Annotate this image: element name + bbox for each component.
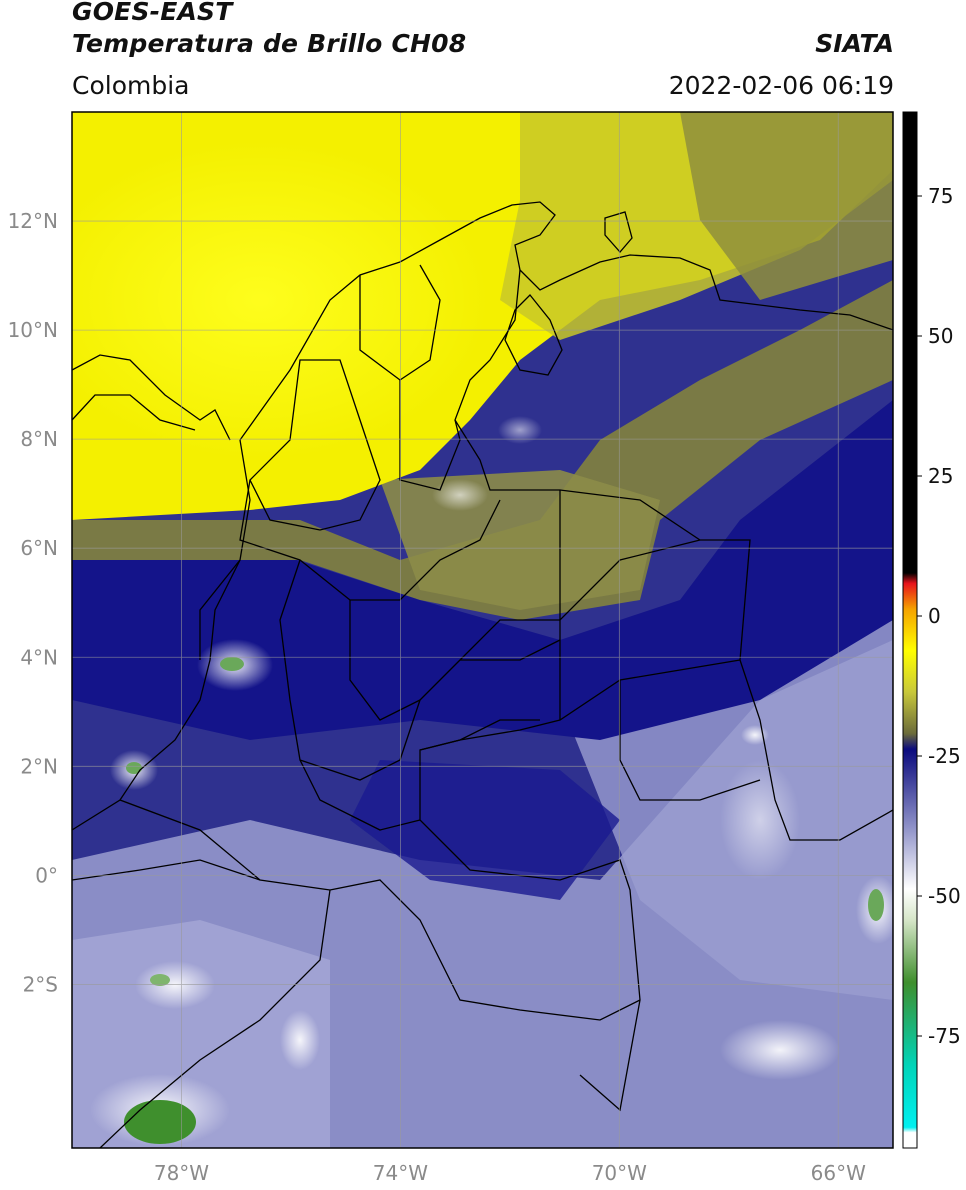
gridlines: [72, 112, 893, 1148]
lat-tick-label: 6°N: [20, 536, 58, 560]
lat-tick-label: 12°N: [8, 209, 58, 233]
lat-tick-label: 2°N: [20, 754, 58, 778]
organization-label: SIATA: [815, 29, 894, 58]
colorbar-tick-label: 50: [928, 324, 953, 348]
title-line-1: GOES-EAST: [72, 0, 233, 26]
lon-tick-label: 74°W: [373, 1161, 428, 1185]
colorbar-frame: [902, 111, 918, 1149]
lat-tick-label: 0°: [35, 863, 58, 887]
colorbar-tick-label: 25: [928, 464, 953, 488]
lat-tick-label: 10°N: [8, 318, 58, 342]
lat-tick-label: 8°N: [20, 427, 58, 451]
colorbar-tick-label: 75: [928, 184, 953, 208]
timestamp-label: 2022-02-06 06:19: [668, 71, 894, 100]
colorbar-labels: 75 50 25 0 -25 -50 -75: [917, 184, 961, 1048]
lon-tick-label: 70°W: [592, 1161, 647, 1185]
map-frame: [71, 111, 894, 1149]
region-label: Colombia: [72, 71, 190, 100]
lat-tick-label: 2°S: [23, 972, 58, 996]
colorbar-tick-label: 0: [928, 604, 941, 628]
latitude-labels: 12°N 10°N 8°N 6°N 4°N 2°N 0° 2°S: [8, 209, 58, 996]
lat-tick-label: 4°N: [20, 645, 58, 669]
colorbar-tick-label: -50: [928, 884, 961, 908]
lon-tick-label: 78°W: [154, 1161, 209, 1185]
longitude-labels: 78°W 74°W 70°W 66°W: [154, 1161, 866, 1185]
colorbar-tick-label: -75: [928, 1024, 961, 1048]
colorbar-tick-label: -25: [928, 744, 961, 768]
lon-tick-label: 66°W: [811, 1161, 866, 1185]
title-line-2: Temperatura de Brillo CH08: [72, 29, 467, 58]
colorbar-bar: [903, 112, 917, 1148]
brightness-field: [72, 112, 893, 1148]
